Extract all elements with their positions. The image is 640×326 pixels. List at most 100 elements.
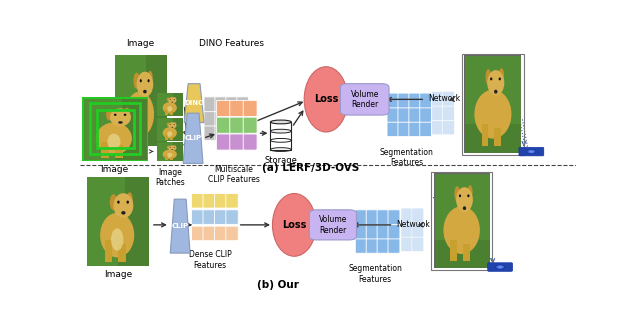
FancyBboxPatch shape <box>401 208 413 223</box>
FancyBboxPatch shape <box>420 107 431 122</box>
FancyBboxPatch shape <box>412 222 424 237</box>
Text: Loss: Loss <box>282 220 307 230</box>
Bar <box>431 172 492 270</box>
Bar <box>271 122 291 150</box>
FancyBboxPatch shape <box>387 107 399 122</box>
FancyBboxPatch shape <box>409 122 420 137</box>
FancyBboxPatch shape <box>226 126 237 140</box>
FancyBboxPatch shape <box>204 126 216 140</box>
FancyBboxPatch shape <box>243 100 257 116</box>
Ellipse shape <box>271 129 291 133</box>
FancyBboxPatch shape <box>214 210 227 224</box>
Bar <box>462 54 524 155</box>
Polygon shape <box>170 199 190 253</box>
FancyBboxPatch shape <box>409 107 420 122</box>
FancyBboxPatch shape <box>412 237 424 251</box>
FancyBboxPatch shape <box>388 224 400 239</box>
Text: Segmentation
Features: Segmentation Features <box>380 148 433 167</box>
FancyBboxPatch shape <box>420 122 431 137</box>
Text: CLIP: CLIP <box>172 223 189 229</box>
Polygon shape <box>183 113 203 163</box>
FancyBboxPatch shape <box>215 126 227 140</box>
FancyBboxPatch shape <box>203 226 216 241</box>
FancyBboxPatch shape <box>388 238 400 253</box>
Text: Netwuok: Netwuok <box>396 220 430 229</box>
Ellipse shape <box>271 120 291 124</box>
FancyBboxPatch shape <box>431 106 444 120</box>
FancyBboxPatch shape <box>409 93 420 108</box>
FancyBboxPatch shape <box>398 93 410 108</box>
Ellipse shape <box>304 67 348 132</box>
Ellipse shape <box>527 149 536 154</box>
FancyBboxPatch shape <box>215 97 227 112</box>
FancyBboxPatch shape <box>355 238 367 253</box>
FancyBboxPatch shape <box>237 111 249 126</box>
Text: Loss: Loss <box>314 94 338 104</box>
Text: (a) LERF/3D-OVS: (a) LERF/3D-OVS <box>262 163 359 173</box>
FancyBboxPatch shape <box>377 224 389 239</box>
Text: Image: Image <box>126 39 155 48</box>
FancyBboxPatch shape <box>431 120 444 135</box>
FancyBboxPatch shape <box>214 226 227 241</box>
Text: Segmentation
Features: Segmentation Features <box>348 264 402 284</box>
FancyBboxPatch shape <box>366 224 378 239</box>
FancyBboxPatch shape <box>216 134 230 150</box>
FancyBboxPatch shape <box>488 263 513 271</box>
FancyBboxPatch shape <box>214 194 227 208</box>
FancyBboxPatch shape <box>366 238 378 253</box>
FancyBboxPatch shape <box>226 226 238 241</box>
FancyBboxPatch shape <box>216 117 230 133</box>
Text: CLIP: CLIP <box>184 135 202 141</box>
FancyBboxPatch shape <box>226 210 238 224</box>
FancyBboxPatch shape <box>443 106 454 120</box>
Text: Image: Image <box>104 270 132 279</box>
Polygon shape <box>184 84 204 123</box>
FancyBboxPatch shape <box>230 117 244 133</box>
Text: Volume
Render: Volume Render <box>351 90 379 109</box>
Text: Image: Image <box>100 165 129 174</box>
FancyBboxPatch shape <box>355 210 367 225</box>
FancyBboxPatch shape <box>203 194 216 208</box>
FancyBboxPatch shape <box>355 224 367 239</box>
Text: Dense CLIP
Features: Dense CLIP Features <box>189 250 231 270</box>
FancyBboxPatch shape <box>215 111 227 126</box>
FancyBboxPatch shape <box>443 120 454 135</box>
FancyBboxPatch shape <box>243 134 257 150</box>
Text: Volume
Render: Volume Render <box>319 215 347 235</box>
Text: DINO Features: DINO Features <box>199 39 264 48</box>
Text: Storage: Storage <box>264 156 298 165</box>
FancyBboxPatch shape <box>191 194 204 208</box>
FancyBboxPatch shape <box>204 111 216 126</box>
FancyBboxPatch shape <box>519 147 544 156</box>
FancyBboxPatch shape <box>243 117 257 133</box>
FancyBboxPatch shape <box>398 122 410 137</box>
Ellipse shape <box>273 194 316 256</box>
FancyBboxPatch shape <box>431 91 444 106</box>
FancyBboxPatch shape <box>203 210 216 224</box>
FancyBboxPatch shape <box>388 210 400 225</box>
FancyBboxPatch shape <box>443 91 454 106</box>
FancyBboxPatch shape <box>377 238 389 253</box>
Ellipse shape <box>495 265 504 269</box>
FancyBboxPatch shape <box>204 97 216 112</box>
FancyBboxPatch shape <box>226 111 237 126</box>
Text: Image
Patches: Image Patches <box>156 168 185 187</box>
FancyBboxPatch shape <box>412 208 424 223</box>
FancyBboxPatch shape <box>237 126 249 140</box>
FancyBboxPatch shape <box>340 84 389 115</box>
FancyBboxPatch shape <box>377 210 389 225</box>
FancyBboxPatch shape <box>398 107 410 122</box>
Text: Multiscale
CLIP Features: Multiscale CLIP Features <box>208 165 260 184</box>
FancyBboxPatch shape <box>401 222 413 237</box>
FancyBboxPatch shape <box>230 134 244 150</box>
Text: (b) Our: (b) Our <box>257 280 300 289</box>
FancyBboxPatch shape <box>226 97 237 112</box>
FancyBboxPatch shape <box>401 237 413 251</box>
FancyBboxPatch shape <box>237 97 249 112</box>
FancyBboxPatch shape <box>387 122 399 137</box>
Ellipse shape <box>498 266 502 268</box>
FancyBboxPatch shape <box>216 100 230 116</box>
FancyBboxPatch shape <box>309 210 356 240</box>
Text: DINO: DINO <box>184 100 204 106</box>
FancyBboxPatch shape <box>366 210 378 225</box>
